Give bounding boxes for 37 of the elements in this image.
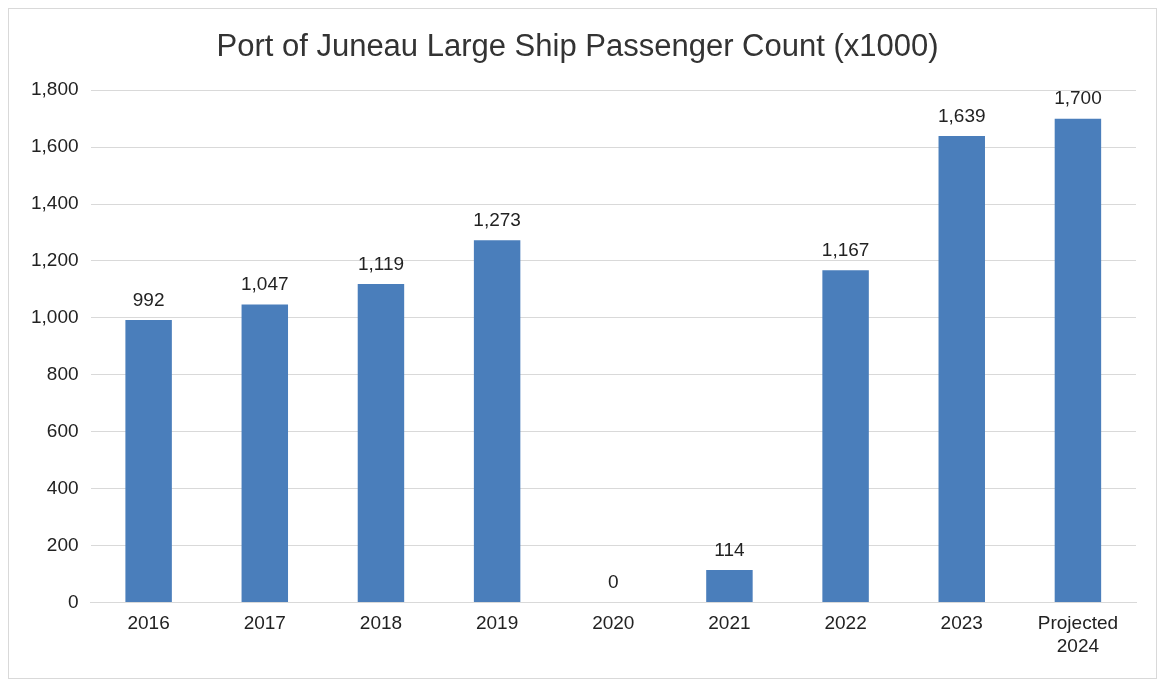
bar [822, 270, 869, 602]
data-label: 1,639 [937, 104, 986, 126]
data-label: 0 [607, 571, 619, 593]
x-tick-label: 2022 [824, 612, 867, 634]
y-tick-label: 1,200 [31, 249, 79, 271]
data-label: 1,273 [473, 208, 521, 230]
bar [357, 283, 405, 602]
y-tick-label: 400 [46, 476, 79, 498]
data-label: 1,047 [241, 273, 289, 295]
y-tick-label: 1,000 [31, 306, 79, 328]
x-tick-label: 2018 [359, 612, 403, 634]
bar [938, 136, 985, 602]
x-tick-label: 2017 [243, 612, 286, 634]
bar [125, 320, 172, 602]
data-label: 1,167 [821, 239, 870, 261]
y-tick-label: 1,400 [31, 192, 79, 214]
data-label: 114 [714, 538, 746, 560]
bar [241, 304, 289, 602]
y-tick-label: 800 [46, 362, 79, 384]
y-tick-label: 1,600 [31, 135, 79, 157]
data-label: 1,700 [1054, 87, 1102, 109]
x-tick-label: 2021 [708, 612, 751, 634]
x-tick-label: 2020 [592, 612, 635, 634]
bar [473, 240, 521, 602]
chart-title: Port of Juneau Large Ship Passenger Count (x1000) [216, 28, 939, 64]
x-tick-label: 2023 [940, 612, 983, 634]
x-tick-label: Projected 2024 [1037, 612, 1119, 656]
x-tick-label: 2016 [127, 612, 170, 634]
y-tick-label: 600 [46, 419, 79, 441]
x-tick-label: 2019 [475, 612, 519, 634]
bar [1054, 118, 1102, 602]
y-tick-label: 0 [67, 590, 79, 612]
y-tick-label: 1,800 [31, 78, 79, 100]
data-label: 1,119 [357, 252, 405, 274]
bar [706, 569, 753, 602]
data-label: 992 [132, 288, 165, 310]
y-tick-label: 200 [46, 533, 79, 555]
